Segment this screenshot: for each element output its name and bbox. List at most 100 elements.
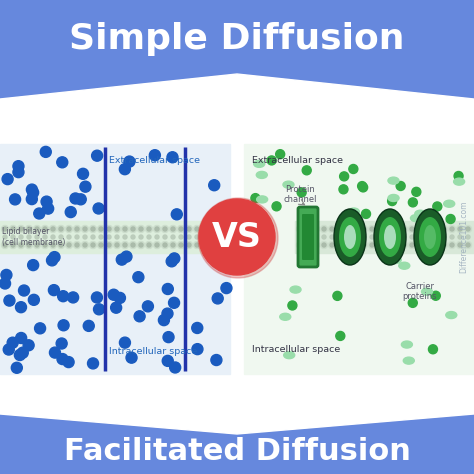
Circle shape <box>409 226 416 233</box>
Circle shape <box>131 235 135 239</box>
Circle shape <box>88 358 99 369</box>
Circle shape <box>198 198 278 278</box>
Circle shape <box>384 226 392 233</box>
Circle shape <box>154 241 161 248</box>
Circle shape <box>226 226 233 233</box>
Circle shape <box>298 227 302 231</box>
Circle shape <box>1 269 12 281</box>
Circle shape <box>394 235 398 239</box>
Circle shape <box>171 209 182 220</box>
Circle shape <box>91 235 95 239</box>
Circle shape <box>418 227 422 231</box>
Circle shape <box>75 243 79 247</box>
Circle shape <box>146 226 153 233</box>
Circle shape <box>163 332 174 343</box>
Ellipse shape <box>256 172 267 178</box>
Circle shape <box>456 226 464 233</box>
Circle shape <box>147 243 151 247</box>
Circle shape <box>297 188 306 197</box>
Circle shape <box>288 301 297 310</box>
Ellipse shape <box>399 262 410 269</box>
Circle shape <box>392 226 400 233</box>
Circle shape <box>170 362 181 373</box>
Circle shape <box>126 352 137 363</box>
Circle shape <box>297 241 303 248</box>
Circle shape <box>19 235 23 239</box>
Circle shape <box>23 340 34 351</box>
Circle shape <box>4 295 15 306</box>
Circle shape <box>226 241 233 248</box>
Circle shape <box>42 226 48 233</box>
Ellipse shape <box>454 178 465 185</box>
Circle shape <box>306 235 310 239</box>
Circle shape <box>210 226 217 233</box>
Circle shape <box>346 243 350 247</box>
Circle shape <box>48 285 59 296</box>
Circle shape <box>192 322 203 334</box>
Circle shape <box>78 168 89 179</box>
Circle shape <box>7 337 18 348</box>
Circle shape <box>98 241 104 248</box>
Text: Intracellular space: Intracellular space <box>252 345 340 354</box>
Circle shape <box>227 243 231 247</box>
Circle shape <box>465 241 472 248</box>
Circle shape <box>115 227 119 231</box>
Circle shape <box>185 226 192 233</box>
Circle shape <box>195 227 199 231</box>
Circle shape <box>362 235 366 239</box>
Circle shape <box>1 241 9 248</box>
Circle shape <box>137 241 145 248</box>
Circle shape <box>35 227 39 231</box>
Circle shape <box>227 227 231 231</box>
Circle shape <box>346 227 350 231</box>
Ellipse shape <box>334 209 366 265</box>
Circle shape <box>14 349 26 361</box>
Circle shape <box>83 243 87 247</box>
Circle shape <box>11 227 15 231</box>
Circle shape <box>177 226 184 233</box>
Circle shape <box>353 241 359 248</box>
Circle shape <box>67 227 71 231</box>
Circle shape <box>75 235 79 239</box>
Circle shape <box>434 235 438 239</box>
Circle shape <box>458 235 462 239</box>
Circle shape <box>158 315 169 326</box>
Circle shape <box>384 241 392 248</box>
Circle shape <box>338 235 342 239</box>
Circle shape <box>219 235 223 239</box>
Ellipse shape <box>348 208 359 215</box>
Circle shape <box>306 243 310 247</box>
Circle shape <box>171 227 175 231</box>
Circle shape <box>362 227 366 231</box>
Circle shape <box>431 291 440 300</box>
Circle shape <box>338 227 342 231</box>
Circle shape <box>304 226 311 233</box>
Circle shape <box>83 227 87 231</box>
Circle shape <box>56 338 67 349</box>
Circle shape <box>466 235 470 239</box>
Circle shape <box>410 235 414 239</box>
Circle shape <box>162 308 173 319</box>
Circle shape <box>121 241 128 248</box>
Circle shape <box>139 243 143 247</box>
Circle shape <box>199 199 275 275</box>
Circle shape <box>337 241 344 248</box>
Circle shape <box>68 292 79 303</box>
Circle shape <box>155 227 159 231</box>
Circle shape <box>82 226 89 233</box>
Polygon shape <box>0 144 474 374</box>
Circle shape <box>336 331 345 340</box>
Bar <box>0 221 230 253</box>
Circle shape <box>187 227 191 231</box>
Circle shape <box>124 156 135 167</box>
Circle shape <box>57 241 64 248</box>
Circle shape <box>139 227 143 231</box>
Circle shape <box>426 227 430 231</box>
Circle shape <box>322 243 326 247</box>
Circle shape <box>378 243 382 247</box>
Text: Protein
channel: Protein channel <box>283 184 317 204</box>
Circle shape <box>149 150 160 161</box>
Circle shape <box>394 243 398 247</box>
Circle shape <box>446 215 455 224</box>
Circle shape <box>58 320 69 331</box>
